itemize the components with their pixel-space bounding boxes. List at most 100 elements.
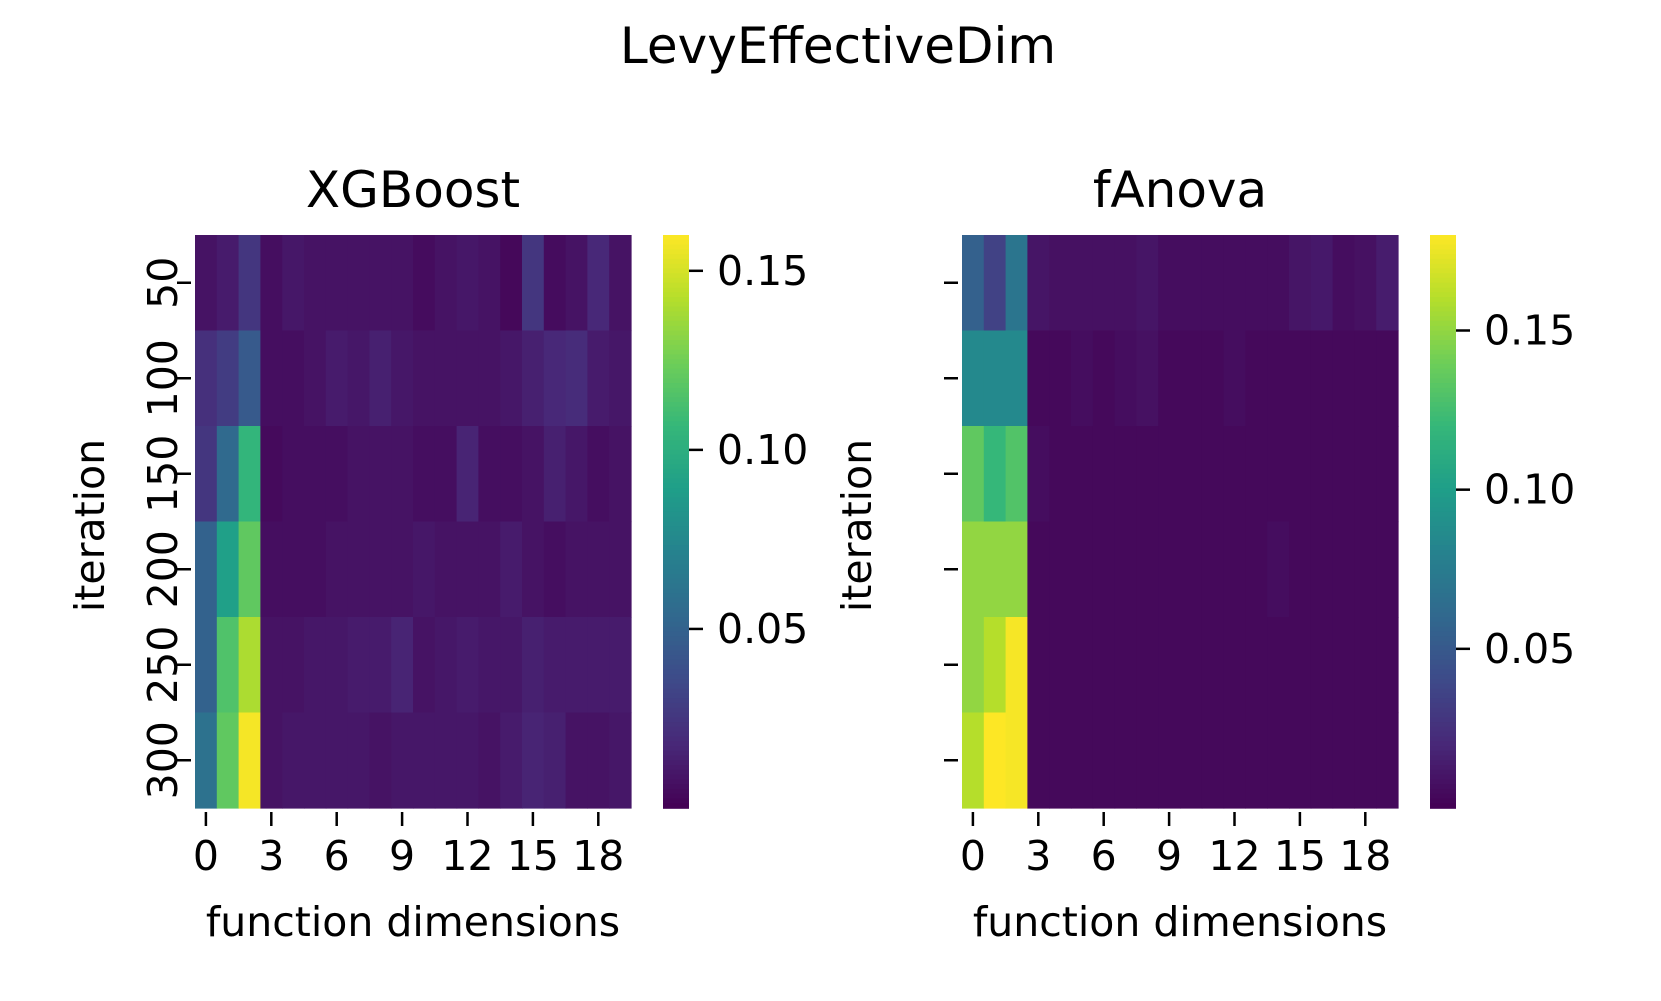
- heatmap-cell: [478, 235, 501, 332]
- colorbar-gradient-segment: [663, 693, 689, 699]
- colorbar-gradient-segment: [663, 330, 689, 337]
- heatmap-cell: [456, 426, 479, 523]
- colorbar-gradient-segment: [663, 750, 689, 757]
- colorbar-gradient-segment: [663, 344, 689, 351]
- heatmap-cell: [391, 712, 414, 809]
- heatmap-cell: [434, 712, 458, 809]
- heatmap-cell: [413, 521, 436, 618]
- colorbar-gradient-segment: [1430, 707, 1456, 714]
- heatmap-cell: [1180, 235, 1203, 332]
- heatmap-cell: [260, 330, 283, 427]
- colorbar-gradient-segment: [663, 650, 689, 656]
- heatmap-cell: [347, 521, 370, 618]
- colorbar-gradient-segment: [663, 411, 689, 418]
- heatmap-cell: [347, 426, 370, 523]
- colorbar-gradient-segment: [1430, 607, 1456, 614]
- heatmap-cell: [1332, 235, 1355, 332]
- heatmap-cell: [1114, 712, 1137, 809]
- colorbar-gradient-segment: [1430, 320, 1456, 327]
- heatmap-cell: [1201, 521, 1225, 618]
- colorbar-gradient-segment: [1430, 363, 1456, 370]
- heatmap-cell: [587, 235, 610, 332]
- colorbar-gradient-segment: [1430, 497, 1456, 504]
- colorbar-gradient-segment: [663, 421, 689, 427]
- colorbar-gradient-segment: [663, 531, 689, 537]
- colorbar-gradient-segment: [663, 545, 689, 551]
- heatmap-cell: [962, 426, 985, 523]
- colorbar-gradient-segment: [663, 612, 689, 618]
- heatmap-cell: [391, 521, 414, 618]
- colorbar-gradient-segment: [663, 712, 689, 719]
- colorbar-gradient-segment: [663, 574, 689, 580]
- heatmap-cell: [1310, 330, 1334, 427]
- heatmap-cell: [304, 617, 327, 714]
- colorbar-gradient-segment: [663, 454, 689, 461]
- heatmap-cell: [609, 712, 632, 809]
- heatmap-cell: [1049, 426, 1072, 523]
- colorbar-gradient-segment: [1430, 354, 1456, 360]
- colorbar-gradient-segment: [663, 311, 689, 317]
- colorbar-gradient-segment: [663, 301, 689, 308]
- colorbar-gradient-segment: [663, 645, 689, 652]
- heatmap-cell: [962, 712, 985, 809]
- colorbar-gradient-segment: [663, 426, 689, 432]
- heatmap-cell: [478, 712, 501, 809]
- colorbar: 0.05 0.10 0.15: [1430, 235, 1575, 809]
- colorbar-gradient-segment: [663, 540, 689, 547]
- heatmap-cell: [1158, 330, 1181, 427]
- heatmap-cell: [1136, 330, 1159, 427]
- heatmap-cell: [1310, 712, 1334, 809]
- colorbar-gradient-segment: [1430, 249, 1456, 255]
- heatmap-cell: [1289, 712, 1312, 809]
- colorbar-gradient-segment: [663, 722, 689, 728]
- heatmap-cell: [1289, 617, 1312, 714]
- heatmap-cell: [1354, 521, 1377, 618]
- colorbar-gradient-segment: [1430, 306, 1456, 313]
- heatmap-cell: [543, 330, 567, 427]
- panel-title: fAnova: [1093, 161, 1267, 219]
- heatmap-cell: [195, 330, 218, 427]
- colorbar-gradient-segment: [1430, 788, 1456, 795]
- heatmap-cell: [1310, 617, 1334, 714]
- heatmap-cell: [500, 617, 523, 714]
- colorbar-gradient-segment: [663, 516, 689, 523]
- heatmap-cell: [1092, 617, 1116, 714]
- heatmap-cell: [216, 330, 240, 427]
- heatmap-cell: [1332, 426, 1355, 523]
- colorbar-gradient-segment: [1430, 793, 1456, 800]
- colorbar-gradient-segment: [663, 636, 689, 642]
- heatmap-cell: [983, 617, 1007, 714]
- heatmap-cell: [325, 521, 349, 618]
- heatmap-cell: [1223, 521, 1246, 618]
- heatmap-cell: [1027, 426, 1050, 523]
- heatmap-cell: [522, 426, 545, 523]
- figure-title: LevyEffectiveDim: [620, 17, 1056, 75]
- heatmap-cell: [456, 521, 479, 618]
- heatmap-cell: [325, 235, 349, 332]
- colorbar-gradient-segment: [1430, 244, 1456, 251]
- colorbar-gradient-segment: [663, 564, 689, 571]
- heatmap-cell: [1136, 617, 1159, 714]
- colorbar-gradient-segment: [663, 277, 689, 284]
- colorbar-gradient-segment: [663, 488, 689, 494]
- heatmap-cell: [500, 521, 523, 618]
- colorbar-gradient-segment: [663, 569, 689, 575]
- heatmap-cell: [1376, 712, 1399, 809]
- heatmap-cell: [962, 521, 985, 618]
- heatmap-cell: [238, 521, 261, 618]
- heatmap-cell: [1180, 521, 1203, 618]
- colorbar-gradient-segment: [663, 249, 689, 255]
- colorbar-gradient-segment: [1430, 516, 1456, 523]
- colorbar-gradient-segment: [663, 774, 689, 781]
- colorbar-gradient-segment: [663, 244, 689, 251]
- colorbar-gradient-segment: [1430, 507, 1456, 513]
- colorbar-gradient-segment: [1430, 731, 1456, 738]
- colorbar-gradient-segment: [663, 340, 689, 346]
- colorbar-gradient-segment: [663, 254, 689, 260]
- colorbar-gradient-segment: [1430, 325, 1456, 332]
- colorbar-gradient-segment: [663, 578, 689, 585]
- heatmap-cell: [1027, 235, 1050, 332]
- heatmap-cell: [500, 712, 523, 809]
- colorbar-gradient-segment: [663, 674, 689, 680]
- heatmap-cell: [195, 235, 218, 332]
